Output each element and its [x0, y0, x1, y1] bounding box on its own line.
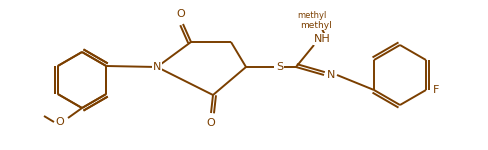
Text: S: S	[276, 62, 284, 72]
Text: NH: NH	[314, 34, 330, 44]
Text: methyl: methyl	[300, 21, 332, 30]
Text: methyl: methyl	[297, 11, 326, 20]
Text: O: O	[177, 9, 185, 19]
Text: O: O	[56, 117, 64, 127]
Text: F: F	[433, 85, 439, 95]
Text: N: N	[153, 62, 161, 72]
Text: O: O	[206, 118, 215, 128]
Text: N: N	[327, 70, 335, 80]
